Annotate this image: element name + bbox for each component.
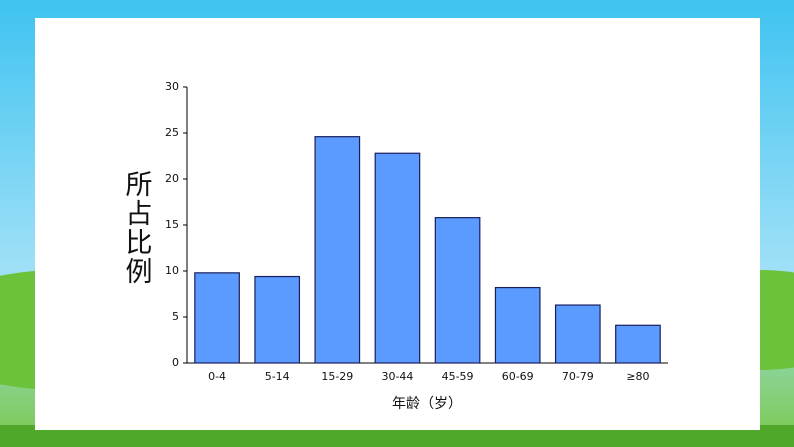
x-tick-label: 0-4 xyxy=(208,370,226,383)
x-axis-title: 年龄（岁） xyxy=(392,396,462,412)
bar xyxy=(434,217,481,364)
y-tick-label: 30 xyxy=(165,80,179,93)
x-tick-label: 5-14 xyxy=(265,370,290,383)
bar xyxy=(254,275,301,364)
x-tick-label: ≥80 xyxy=(626,370,649,383)
y-tick-label: 15 xyxy=(165,218,179,231)
y-tick-label: 20 xyxy=(165,172,179,185)
bar xyxy=(615,324,661,364)
x-tick-label: 45-59 xyxy=(442,370,474,383)
x-tick-label: 60-69 xyxy=(502,370,534,383)
y-tick-label: 5 xyxy=(172,310,179,323)
grass xyxy=(0,425,794,447)
y-tick-label: 25 xyxy=(165,126,179,139)
y-axis-title: 所占比例 xyxy=(121,170,153,286)
x-tick-label: 30-44 xyxy=(381,370,413,383)
bar xyxy=(494,286,541,364)
bar xyxy=(554,304,601,364)
y-tick-label: 0 xyxy=(172,356,179,369)
bar xyxy=(314,136,361,364)
bar xyxy=(374,152,421,364)
x-tick-label: 70-79 xyxy=(562,370,594,383)
bar xyxy=(194,272,240,364)
y-tick-label: 10 xyxy=(165,264,179,277)
x-tick-label: 15-29 xyxy=(321,370,353,383)
